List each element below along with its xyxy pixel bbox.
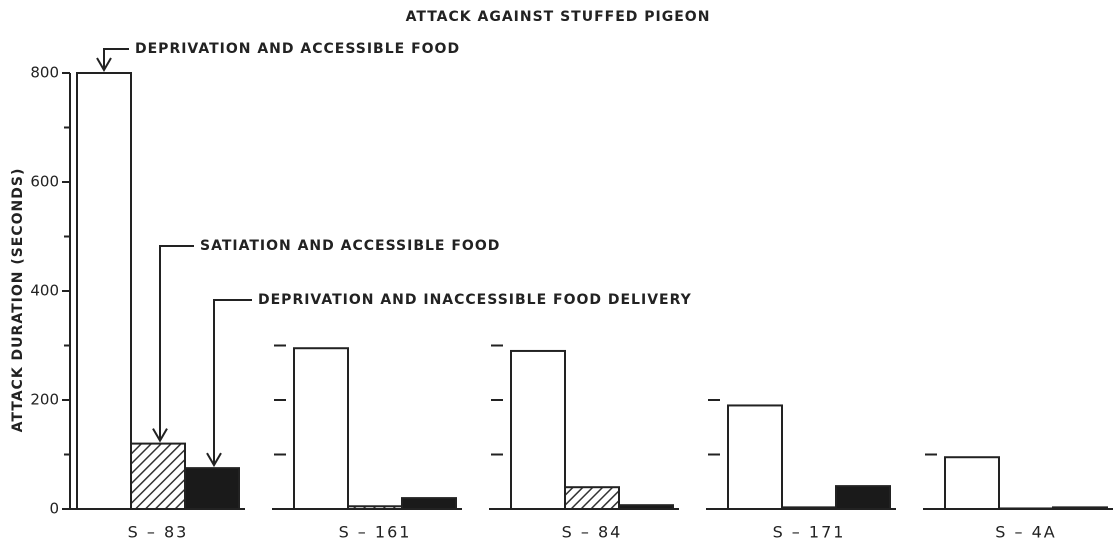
bar [401, 497, 457, 511]
bar [618, 504, 674, 510]
bar [781, 506, 837, 510]
callout-arrow [152, 428, 168, 443]
y-axis-label: ATTACK DURATION (SECONDS) [10, 168, 26, 433]
bar [76, 72, 132, 510]
x-tick-label: S – 4A [995, 523, 1056, 542]
legend-label: DEPRIVATION AND ACCESSIBLE FOOD [135, 41, 460, 57]
x-tick-label: S – 83 [128, 523, 189, 542]
legend-label: SATIATION AND ACCESSIBLE FOOD [200, 238, 500, 254]
y-tick-label: 600 [30, 173, 59, 191]
y-tick-label: 200 [30, 391, 59, 409]
callout-line [103, 48, 129, 70]
legend-label: DEPRIVATION AND INACCESSIBLE FOOD DELIVE… [258, 292, 692, 308]
bar [293, 347, 349, 510]
bar [944, 456, 1000, 511]
chart-title: ATTACK AGAINST STUFFED PIGEON [406, 9, 711, 25]
bar [835, 485, 891, 510]
y-tick-label: 800 [30, 64, 59, 82]
y-tick-label: 0 [49, 500, 59, 518]
bar [510, 349, 566, 511]
x-tick-label: S – 84 [562, 523, 623, 542]
bar [347, 505, 403, 510]
x-tick-label: S – 171 [773, 523, 846, 542]
y-tick-label: 400 [30, 282, 59, 300]
bar [184, 467, 240, 510]
bar [1052, 506, 1108, 510]
x-tick-label: S – 161 [339, 523, 412, 542]
bar [130, 442, 186, 511]
callout-arrow [206, 452, 222, 468]
callout-line [213, 299, 252, 466]
callout-line [159, 245, 194, 441]
bar [727, 404, 783, 511]
bar [998, 507, 1054, 510]
callout-arrow [96, 57, 112, 72]
bar [564, 486, 620, 511]
